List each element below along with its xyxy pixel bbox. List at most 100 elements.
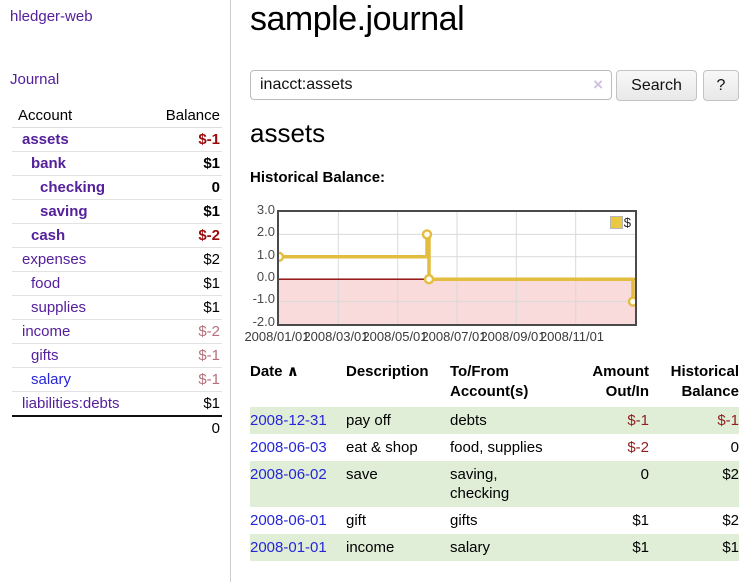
page-title: sample.journal <box>250 0 465 38</box>
account-link-gifts[interactable]: gifts <box>31 347 59 364</box>
transaction-amount: $-1 <box>627 412 649 429</box>
transaction-description: gift <box>346 512 367 529</box>
x-tick-label: 2008/09/01 <box>480 329 546 344</box>
account-balance: 0 <box>211 179 220 196</box>
account-link-cash[interactable]: cash <box>31 227 66 244</box>
account-row: salary $-1 <box>12 367 222 392</box>
chart-title: Historical Balance: <box>250 169 386 186</box>
chart-plot-area: $ <box>277 210 637 326</box>
register-row: 2008-01-01 income salary $1 $1 <box>250 534 739 561</box>
balance-column-header: Historical Balance <box>670 363 739 400</box>
transaction-description: eat & shop <box>346 439 418 456</box>
transaction-date-link[interactable]: 2008-12-31 <box>250 412 327 429</box>
account-row: assets $-1 <box>12 127 222 152</box>
amount-column-header: Amount Out/In <box>592 363 649 400</box>
register-row: 2008-12-31 pay off debts $-1 $-1 <box>250 407 739 434</box>
register-row: 2008-06-03 eat & shop food, supplies $-2… <box>250 434 739 461</box>
transaction-balance: $1 <box>722 539 739 556</box>
sidebar-item-journal[interactable]: Journal <box>10 71 60 88</box>
transaction-balance: $2 <box>722 466 739 483</box>
y-tick-label: 0.0 <box>256 269 275 284</box>
account-link-food[interactable]: food <box>31 275 61 292</box>
transaction-amount: 0 <box>640 466 649 483</box>
register-table: Date ∧ Description To/From Account(s) Am… <box>250 360 739 561</box>
transaction-date-link[interactable]: 2008-01-01 <box>250 539 327 556</box>
account-row: bank $1 <box>12 151 222 176</box>
transaction-accounts: salary <box>450 539 491 556</box>
account-row: saving $1 <box>12 199 222 224</box>
account-link-income[interactable]: income <box>22 323 71 340</box>
account-column-header: To/From Account(s) <box>450 363 529 400</box>
transaction-accounts: saving, checking <box>450 466 510 502</box>
account-link-liabilities-debts[interactable]: liabilities:debts <box>22 395 120 412</box>
account-link-supplies[interactable]: supplies <box>31 299 87 316</box>
account-balance: $1 <box>203 275 220 292</box>
legend-swatch-icon <box>609 216 623 229</box>
legend-label: $ <box>623 215 631 230</box>
account-link-expenses[interactable]: expenses <box>22 251 87 268</box>
account-row: liabilities:debts $1 <box>12 391 222 417</box>
transaction-balance: $2 <box>722 512 739 529</box>
account-link-salary[interactable]: salary <box>31 371 72 388</box>
chart-canvas <box>279 212 635 324</box>
transaction-date-link[interactable]: 2008-06-01 <box>250 512 327 529</box>
account-link-saving[interactable]: saving <box>40 203 88 220</box>
account-balance: $1 <box>203 203 220 220</box>
transaction-balance: $-1 <box>717 412 739 429</box>
clear-search-icon[interactable]: × <box>593 75 603 94</box>
account-balance: $1 <box>203 299 220 316</box>
transaction-amount: $-2 <box>627 439 649 456</box>
x-tick-label: 2008/03/01 <box>303 329 369 344</box>
account-row: income $-2 <box>12 319 222 344</box>
y-tick-label: -2.0 <box>252 314 275 329</box>
app-title-link[interactable]: hledger-web <box>10 8 93 25</box>
account-column-header: Account <box>18 107 73 124</box>
account-total-balance: 0 <box>211 420 220 437</box>
transaction-description: income <box>346 539 395 556</box>
main-content: sample.journal × Search ? assets Histori… <box>244 0 739 582</box>
transaction-accounts: debts <box>450 412 487 429</box>
transaction-amount: $1 <box>632 539 649 556</box>
account-row: food $1 <box>12 271 222 296</box>
x-tick-label: 2008/01/01 <box>244 329 310 344</box>
transaction-amount: $1 <box>632 512 649 529</box>
transaction-accounts: food, supplies <box>450 439 543 456</box>
y-tick-label: -1.0 <box>252 291 275 306</box>
account-link-checking[interactable]: checking <box>40 179 106 196</box>
account-link-bank[interactable]: bank <box>31 155 67 172</box>
account-balance: $-1 <box>198 347 220 364</box>
account-row: supplies $1 <box>12 295 222 320</box>
transaction-balance: 0 <box>730 439 739 456</box>
account-balance: $2 <box>203 251 220 268</box>
account-balance-table: Account Balance assets $-1 bank $1 check… <box>12 104 222 440</box>
balance-column-header: Balance <box>165 107 220 124</box>
account-balance: $-1 <box>198 371 220 388</box>
account-row: checking 0 <box>12 175 222 200</box>
register-row: 2008-06-01 gift gifts $1 $2 <box>250 507 739 534</box>
account-table-header: Account Balance <box>12 104 222 128</box>
transaction-date-link[interactable]: 2008-06-02 <box>250 466 327 483</box>
account-link-assets[interactable]: assets <box>22 131 69 148</box>
description-column-header: Description <box>346 363 429 380</box>
transaction-description: save <box>346 466 378 483</box>
account-balance: $1 <box>203 155 220 172</box>
chart-legend: $ <box>609 215 631 230</box>
transaction-accounts: gifts <box>450 512 478 529</box>
account-balance: $-1 <box>198 131 220 148</box>
transaction-date-link[interactable]: 2008-06-03 <box>250 439 327 456</box>
data-point-markers <box>279 229 635 307</box>
search-input[interactable] <box>250 70 612 100</box>
transaction-description: pay off <box>346 412 391 429</box>
x-tick-label: 2008/11/01 <box>539 329 605 344</box>
account-row: cash $-2 <box>12 223 222 248</box>
x-tick-label: 2008/07/01 <box>421 329 487 344</box>
account-heading: assets <box>250 118 326 148</box>
historical-balance-chart: 3.0 2.0 1.0 0.0 -1.0 -2.0 <box>244 202 739 344</box>
search-button[interactable]: Search <box>616 70 697 101</box>
sidebar: hledger-web Journal Account Balance asse… <box>0 0 231 582</box>
account-row: gifts $-1 <box>12 343 222 368</box>
sort-ascending-icon: ∧ <box>286 363 299 380</box>
date-column-header[interactable]: Date ∧ <box>250 363 299 380</box>
help-button[interactable]: ? <box>703 70 739 101</box>
account-balance: $1 <box>203 395 220 412</box>
